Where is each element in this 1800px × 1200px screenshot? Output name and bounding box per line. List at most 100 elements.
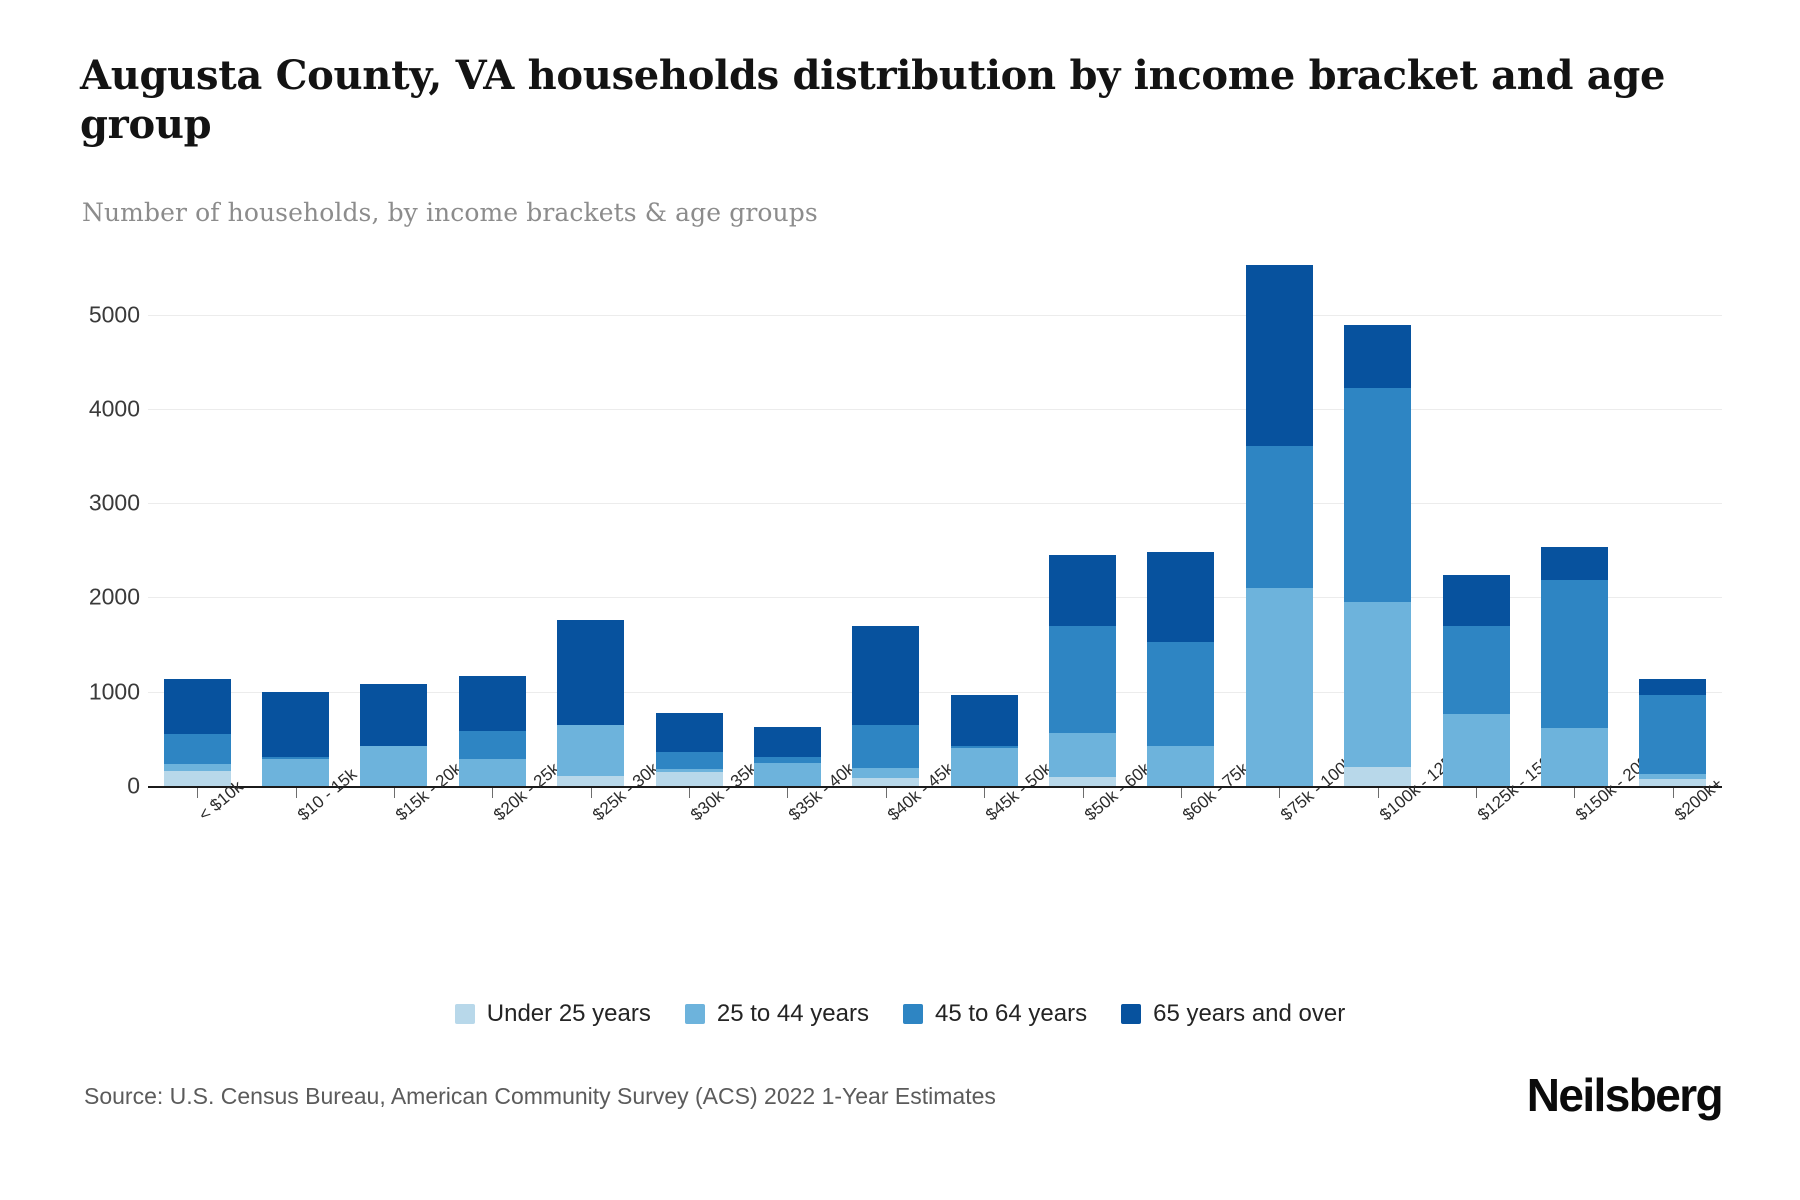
bar-segment[interactable]: [1639, 695, 1707, 775]
legend-label: 65 years and over: [1153, 1000, 1346, 1027]
bar-stack[interactable]: [1344, 258, 1412, 786]
x-axis-tick: [1574, 788, 1576, 798]
bar-segment[interactable]: [557, 724, 625, 776]
gridline: [148, 314, 1722, 316]
bar-segment[interactable]: [852, 725, 920, 769]
bar-segment[interactable]: [655, 712, 723, 752]
bar-segment[interactable]: [852, 768, 920, 778]
bar-segment[interactable]: [262, 758, 329, 786]
bar-segment[interactable]: [557, 775, 625, 786]
bar-segment[interactable]: [1049, 555, 1116, 627]
bar-stack[interactable]: [1442, 258, 1510, 786]
legend-item[interactable]: Under 25 years: [454, 1000, 651, 1028]
bar-segment[interactable]: [163, 734, 231, 765]
y-axis-tick-label: 5000: [88, 301, 140, 328]
bar-stack[interactable]: [1049, 258, 1116, 786]
bar-segment[interactable]: [360, 683, 428, 747]
x-axis-tick: [197, 788, 199, 798]
bar-segment[interactable]: [753, 762, 821, 786]
bar-segment[interactable]: [1147, 552, 1215, 643]
page-title: Augusta County, VA households distributi…: [80, 52, 1666, 148]
y-axis-tick-label: 2000: [88, 583, 140, 610]
bar-segment[interactable]: [1147, 745, 1215, 786]
bar-segment[interactable]: [950, 747, 1018, 786]
bar-stack[interactable]: [360, 258, 428, 786]
bar-segment[interactable]: [655, 751, 723, 770]
bar-segment[interactable]: [1344, 601, 1412, 767]
bar-segment[interactable]: [1049, 626, 1116, 734]
bar-segment[interactable]: [1245, 446, 1313, 588]
bar-segment[interactable]: [1245, 587, 1313, 786]
gridline: [148, 503, 1722, 505]
bar-segment[interactable]: [458, 675, 526, 731]
x-axis-tick: [1672, 788, 1674, 798]
legend-item[interactable]: 25 to 44 years: [684, 1000, 869, 1028]
bar-segment[interactable]: [852, 625, 920, 726]
x-axis-tick: [787, 788, 789, 798]
bar-segment[interactable]: [163, 771, 231, 786]
bar-segment[interactable]: [950, 745, 1018, 748]
bar-stack[interactable]: [1245, 258, 1313, 786]
page-subtitle: Number of households, by income brackets…: [82, 198, 818, 227]
bar-segment[interactable]: [1639, 774, 1707, 779]
gridline: [148, 597, 1722, 599]
bar-segment[interactable]: [1442, 575, 1510, 626]
bar-stack[interactable]: [1540, 258, 1608, 786]
bar-segment[interactable]: [262, 756, 329, 759]
x-axis-tick: [492, 788, 494, 798]
y-axis-tick-label: 0: [127, 772, 140, 799]
bar-segment[interactable]: [1639, 778, 1707, 786]
bar-segment[interactable]: [1147, 642, 1215, 746]
legend-swatch-icon: [454, 1004, 475, 1024]
legend-item[interactable]: 45 to 64 years: [902, 1000, 1088, 1028]
bar-segment[interactable]: [458, 730, 526, 760]
bar-segment[interactable]: [360, 746, 428, 786]
x-axis-tick: [885, 788, 887, 798]
bar-segment[interactable]: [163, 679, 231, 735]
bar-segment[interactable]: [1540, 727, 1608, 786]
legend-label: 45 to 64 years: [934, 1000, 1088, 1027]
brand-logo: Neilsberg: [1526, 1069, 1724, 1121]
bar-segment[interactable]: [458, 759, 526, 786]
bar-segment[interactable]: [1049, 777, 1116, 786]
bar-stack[interactable]: [1639, 258, 1707, 786]
bar-stack[interactable]: [852, 258, 920, 786]
bar-segment[interactable]: [1049, 733, 1116, 778]
x-axis-tick: [984, 788, 986, 798]
bar-stack[interactable]: [655, 258, 723, 786]
bar-stack[interactable]: [950, 258, 1018, 786]
x-axis-line: [148, 786, 1722, 788]
bar-segment[interactable]: [1344, 325, 1412, 388]
x-axis-tick: [295, 788, 297, 798]
bar-segment[interactable]: [1245, 265, 1313, 447]
bar-stack[interactable]: [557, 258, 625, 786]
x-axis-tick: [1377, 788, 1379, 798]
bar-segment[interactable]: [262, 692, 329, 757]
bar-segment[interactable]: [1344, 387, 1412, 602]
bar-segment[interactable]: [163, 764, 231, 772]
bar-segment[interactable]: [1344, 766, 1412, 786]
bar-stack[interactable]: [753, 258, 821, 786]
bar-segment[interactable]: [557, 619, 625, 725]
bar-stack[interactable]: [262, 258, 329, 786]
bar-stack[interactable]: [458, 258, 526, 786]
bar-segment[interactable]: [1639, 678, 1707, 695]
bar-segment[interactable]: [1442, 714, 1510, 786]
bar-segment[interactable]: [655, 772, 723, 786]
bar-segment[interactable]: [950, 694, 1018, 746]
bar-stack[interactable]: [163, 258, 231, 786]
bar-segment[interactable]: [1442, 625, 1510, 715]
bar-segment[interactable]: [852, 777, 920, 786]
legend-item[interactable]: 65 years and over: [1121, 1000, 1345, 1028]
legend-label: 25 to 44 years: [716, 1000, 869, 1027]
bar-segment[interactable]: [1540, 546, 1608, 580]
bar-segment[interactable]: [1540, 579, 1608, 728]
bar-segment[interactable]: [753, 727, 821, 757]
bar-stack[interactable]: [1147, 258, 1215, 786]
gridline: [148, 691, 1722, 693]
bar-segment[interactable]: [753, 756, 821, 763]
chart-legend: Under 25 years 25 to 44 years 45 to 64 yea…: [0, 1000, 1800, 1028]
bar-segment[interactable]: [655, 769, 723, 773]
